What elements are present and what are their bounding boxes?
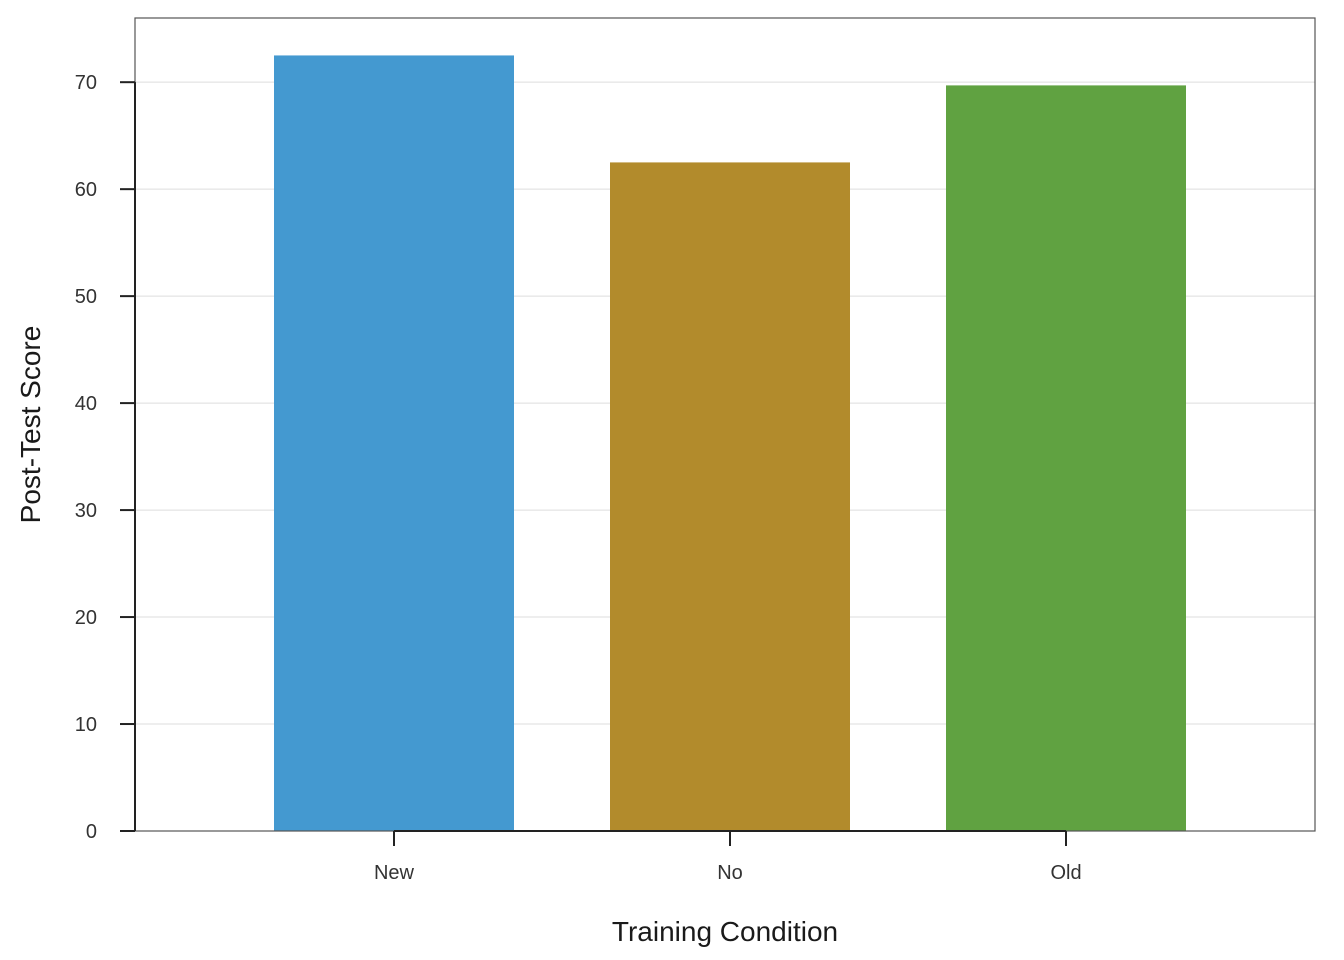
bar-new	[274, 55, 514, 831]
bar-no	[610, 162, 850, 831]
y-tick-label-10: 10	[75, 714, 97, 736]
x-tick-label-old: Old	[1050, 862, 1081, 884]
y-tick-label-70: 70	[75, 72, 97, 94]
y-axis-title: Post-Test Score	[15, 326, 46, 524]
x-axis-ticks: New No Old	[374, 831, 1082, 884]
y-tick-label-50: 50	[75, 286, 97, 308]
y-tick-label-40: 40	[75, 393, 97, 415]
x-tick-label-no: No	[717, 862, 743, 884]
y-axis-ticks: 0 10 20 30 40 50 60 70	[75, 72, 135, 843]
x-tick-label-new: New	[374, 862, 415, 884]
bar-old	[946, 85, 1186, 831]
x-axis-title: Training Condition	[612, 916, 838, 947]
y-tick-label-20: 20	[75, 607, 97, 629]
y-tick-label-30: 30	[75, 500, 97, 522]
bars	[274, 55, 1186, 831]
y-tick-label-60: 60	[75, 179, 97, 201]
y-tick-label-0: 0	[86, 821, 97, 843]
